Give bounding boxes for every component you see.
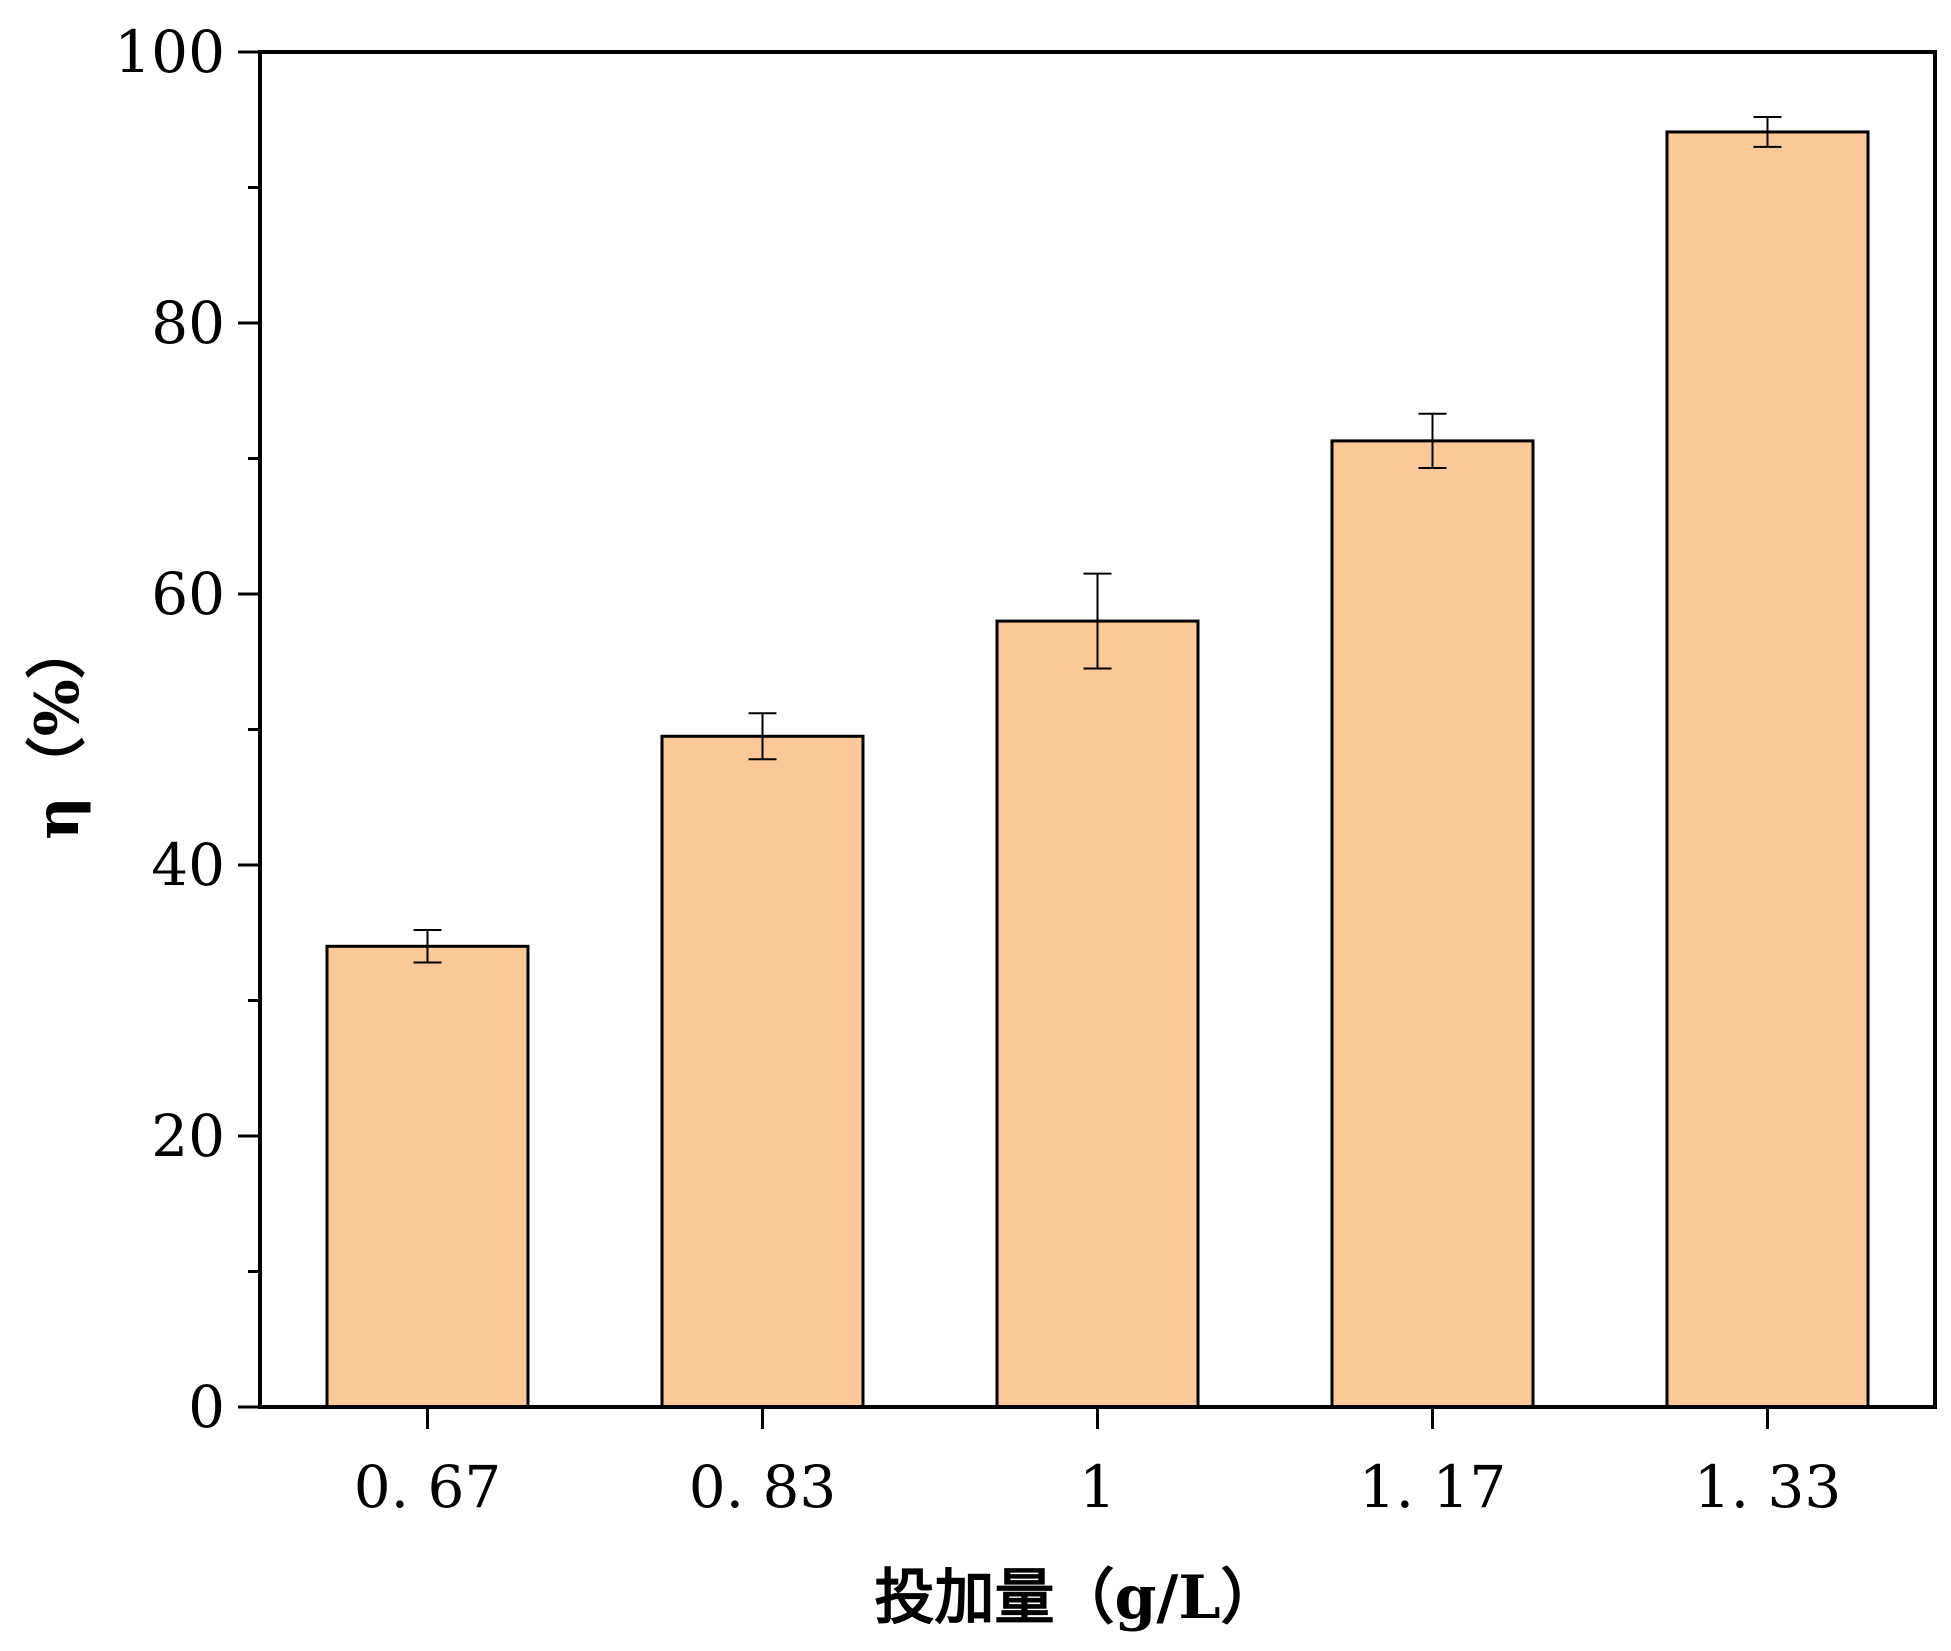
error-bar-4: [1418, 412, 1447, 469]
bar-1: [325, 944, 530, 1409]
y-axis-ticks: 0 20 40 60 80 100: [114, 18, 260, 1441]
x-tick-label: 1. 17: [1359, 1453, 1507, 1521]
bar-2: [660, 734, 865, 1409]
y-tick-label: 40: [151, 831, 225, 899]
y-tick-label: 100: [114, 18, 225, 86]
bars-group: [325, 130, 1870, 1409]
error-bars-group: [413, 116, 1782, 964]
error-bar-3: [1083, 572, 1112, 670]
error-bar-1: [413, 929, 442, 964]
bar-4: [1330, 439, 1535, 1409]
y-tick-label: 80: [151, 289, 225, 357]
x-tick-label: 1. 33: [1694, 1453, 1842, 1521]
error-bar-5: [1753, 116, 1782, 148]
bar-3: [995, 619, 1200, 1409]
y-tick-label: 60: [151, 560, 225, 628]
y-tick-label: 0: [188, 1373, 225, 1441]
x-axis-ticks: 0. 67 0. 83 1 1. 17 1. 33: [354, 1407, 1842, 1521]
x-tick-label: 1: [1079, 1453, 1116, 1521]
y-axis-title: η（%）: [23, 619, 93, 840]
x-tick-label: 0. 67: [354, 1453, 502, 1521]
x-tick-label: 0. 83: [689, 1453, 837, 1521]
x-axis-title: 投加量（g/L）: [874, 1563, 1280, 1633]
error-bar-2: [748, 712, 777, 761]
bar-5: [1665, 130, 1870, 1409]
y-tick-label: 20: [151, 1102, 225, 1170]
